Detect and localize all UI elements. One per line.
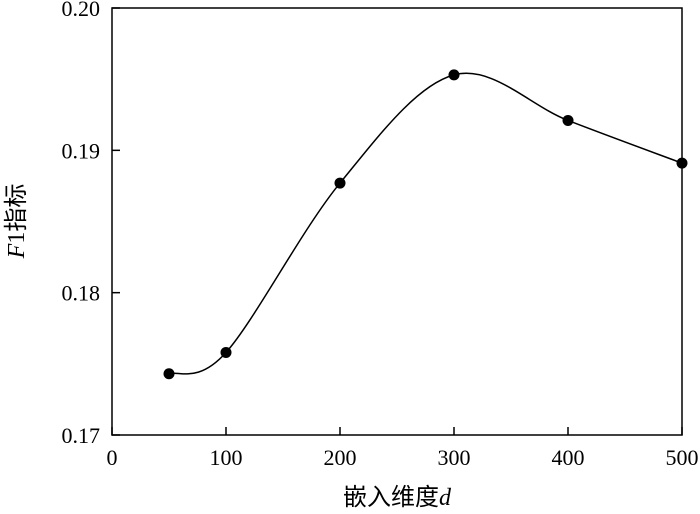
data-point (220, 346, 232, 358)
data-point (676, 157, 688, 169)
x-tick-label: 100 (210, 445, 243, 470)
x-tick-label: 0 (107, 445, 118, 470)
data-point (334, 177, 346, 189)
y-tick-label: 0.20 (62, 0, 101, 21)
y-tick-label: 0.19 (62, 138, 101, 163)
x-axis-title-text: 嵌入维度 (343, 484, 439, 511)
data-points (163, 69, 688, 380)
x-axis-title-variable: d (439, 485, 452, 511)
plot-frame (111, 7, 683, 436)
data-point (562, 114, 574, 126)
y-axis-title-text: 1指标 (3, 184, 30, 244)
y-axis-title-variable: F (4, 243, 30, 259)
x-tick-label: 300 (438, 445, 471, 470)
x-axis-title: 嵌入维度d (343, 484, 452, 511)
x-tick-label: 500 (666, 445, 699, 470)
x-axis: 0 100 200 300 400 500 (107, 427, 699, 470)
data-point (163, 368, 175, 380)
y-axis-title: F1指标 (3, 184, 30, 260)
y-tick-label: 0.17 (62, 423, 101, 448)
series-line (168, 72, 683, 375)
data-point (448, 69, 460, 81)
y-axis: 0.17 0.18 0.19 0.20 (62, 0, 120, 448)
x-tick-label: 200 (324, 445, 357, 470)
y-tick-label: 0.18 (62, 281, 101, 306)
x-tick-label: 400 (552, 445, 585, 470)
